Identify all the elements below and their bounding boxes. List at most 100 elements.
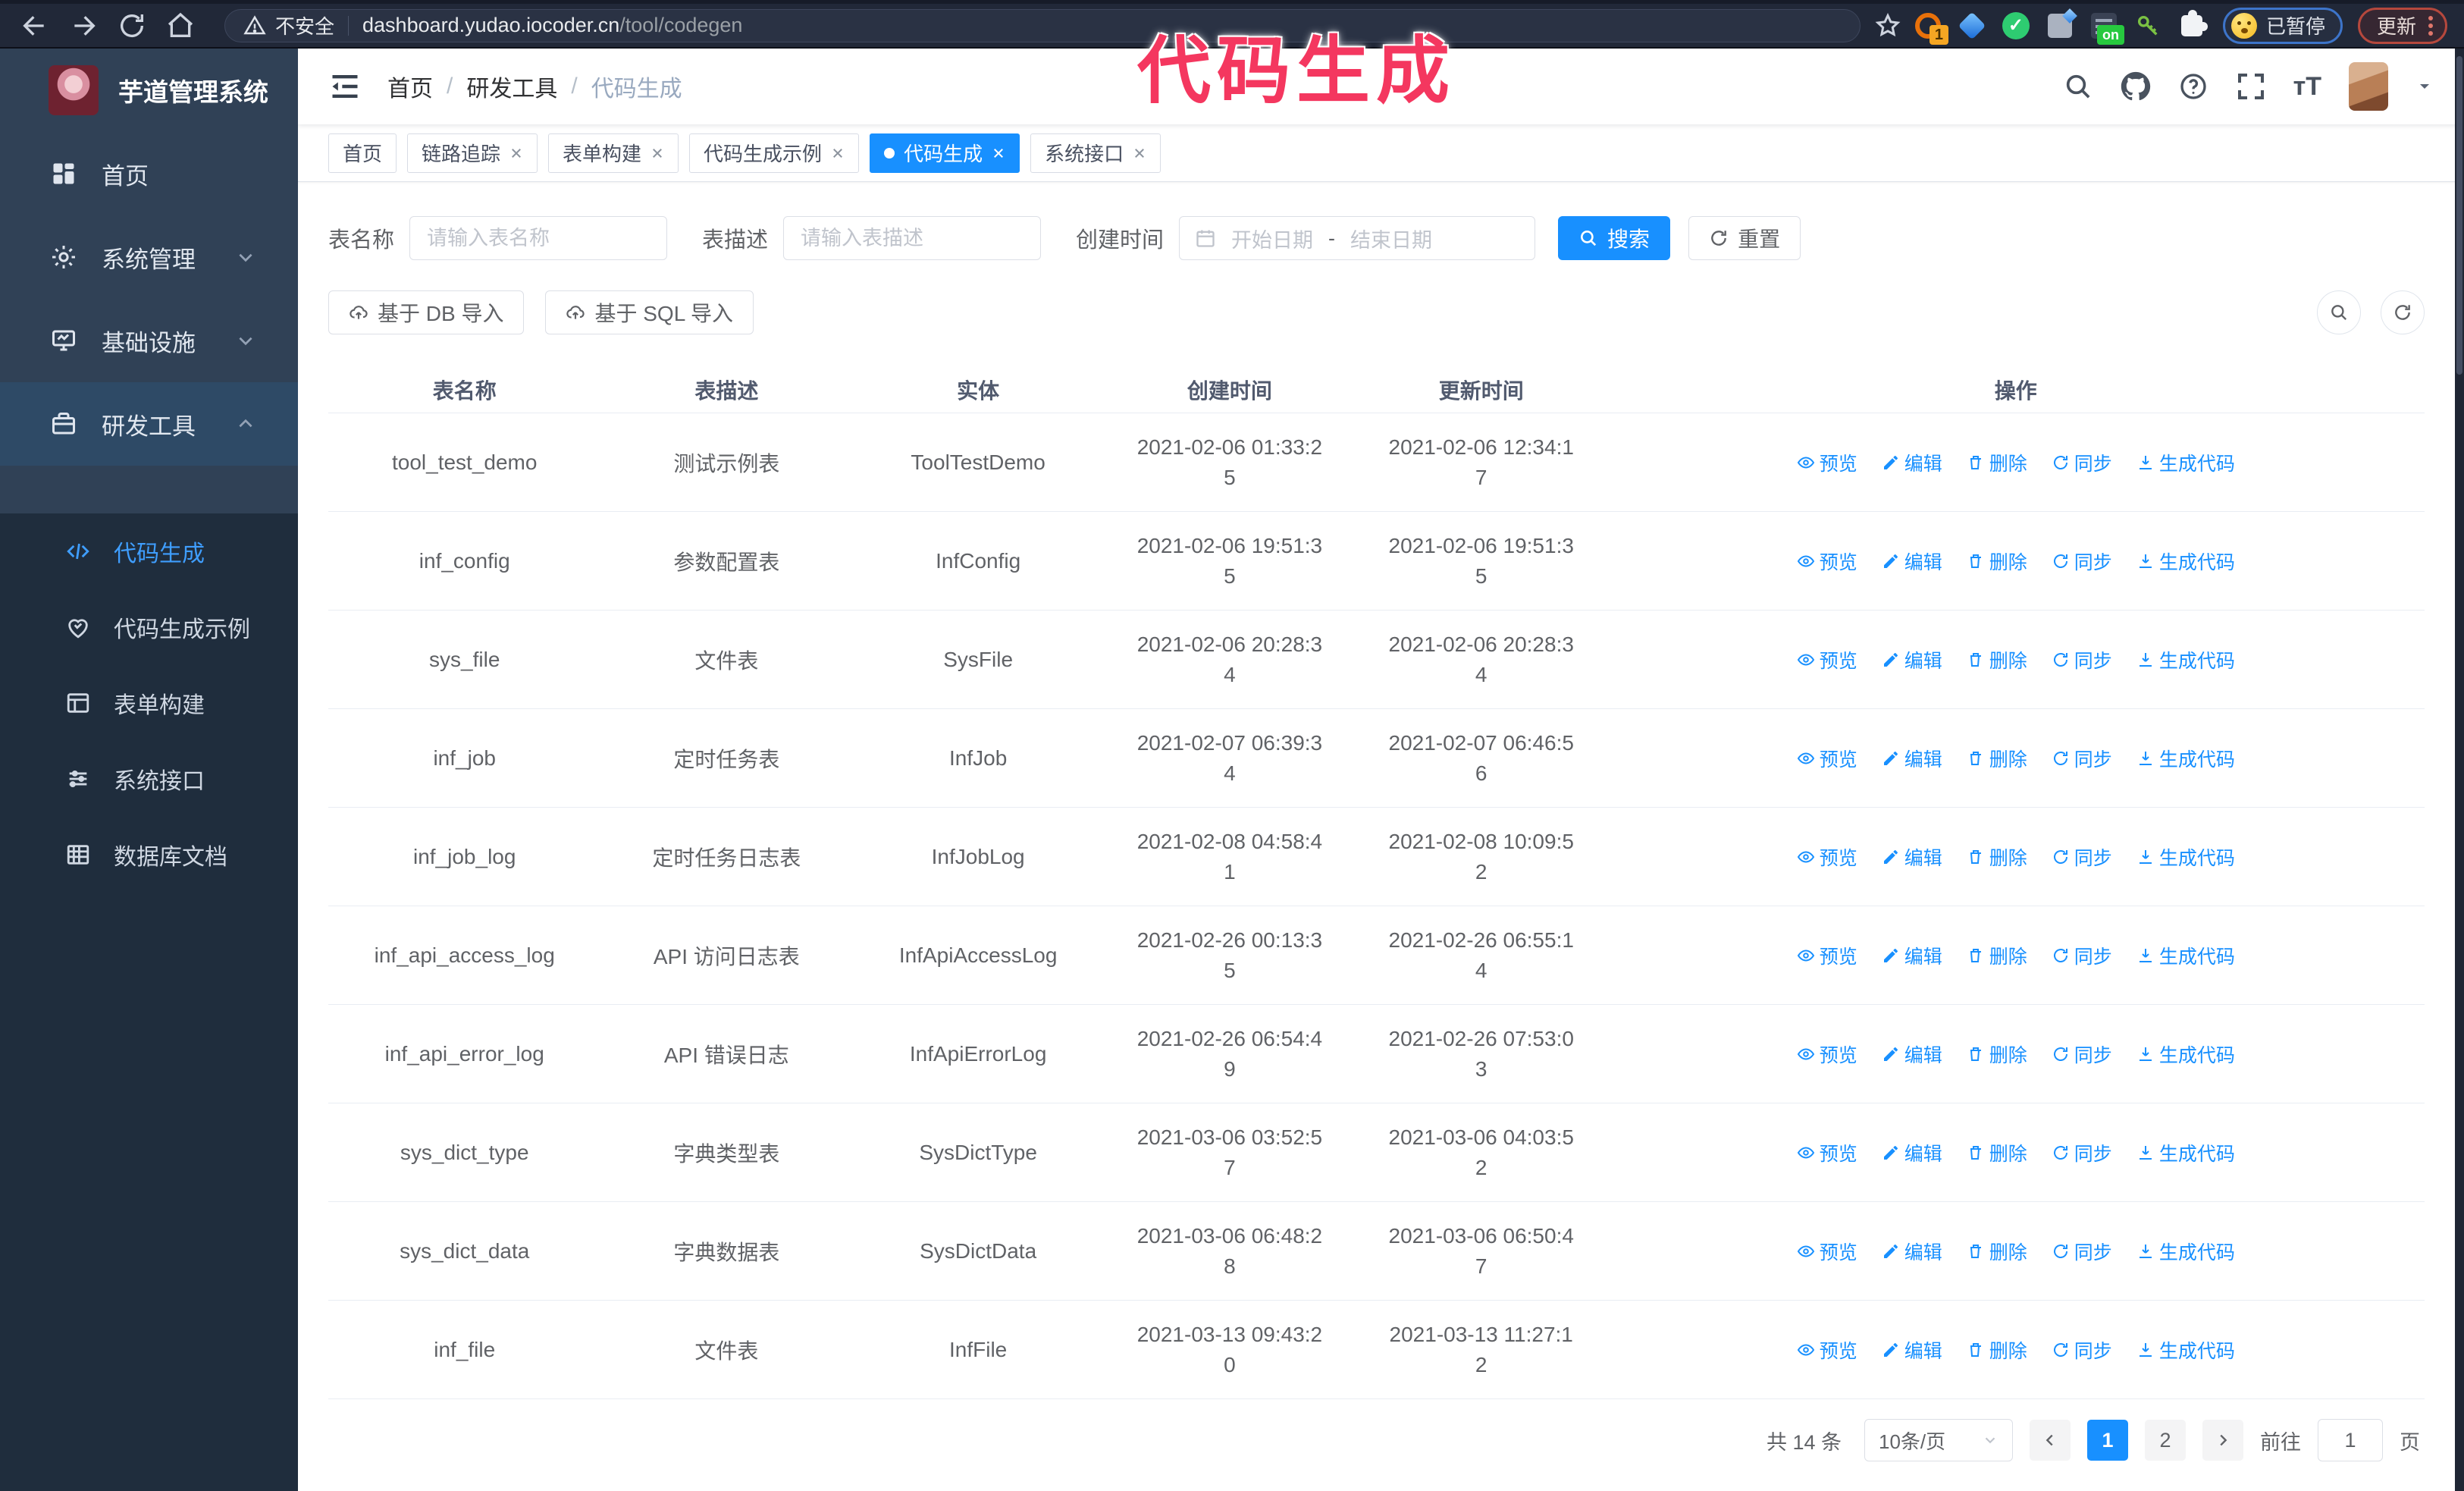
forward-icon[interactable]: [68, 11, 99, 41]
edit-link[interactable]: 编辑: [1882, 1336, 1942, 1364]
preview-link[interactable]: 预览: [1797, 745, 1857, 772]
url-path[interactable]: /tool/codegen: [619, 14, 743, 36]
delete-link[interactable]: 删除: [1967, 646, 2027, 673]
generate-code-link[interactable]: 生成代码: [2136, 1139, 2235, 1166]
reset-button[interactable]: 重置: [1688, 216, 1801, 260]
extension-check-icon[interactable]: ✓: [2002, 11, 2030, 40]
sidebar-item-infrastructure[interactable]: 基础设施: [0, 299, 298, 382]
extension-grid-icon[interactable]: [2045, 11, 2074, 40]
close-icon[interactable]: [1133, 146, 1146, 160]
extension-gem-icon[interactable]: [1958, 11, 1986, 40]
insecure-label[interactable]: 不安全: [275, 15, 335, 38]
generate-code-link[interactable]: 生成代码: [2136, 1041, 2235, 1068]
sync-link[interactable]: 同步: [2052, 942, 2112, 969]
refresh-table-button[interactable]: [2381, 290, 2425, 334]
close-icon[interactable]: [992, 146, 1005, 160]
profile-paused-button[interactable]: 已暂停: [2222, 7, 2343, 44]
sync-link[interactable]: 同步: [2052, 1139, 2112, 1166]
url-host[interactable]: dashboard.yudao.iocoder.cn: [362, 14, 620, 36]
sync-link[interactable]: 同步: [2052, 1336, 2112, 1364]
close-icon[interactable]: [831, 146, 845, 160]
preview-link[interactable]: 预览: [1797, 1041, 1857, 1068]
browser-update-button[interactable]: 更新: [2357, 7, 2447, 44]
page-button-1[interactable]: 1: [2087, 1420, 2128, 1461]
delete-link[interactable]: 删除: [1967, 449, 2027, 476]
sync-link[interactable]: 同步: [2052, 449, 2112, 476]
close-icon[interactable]: [650, 146, 664, 160]
tab-tracing[interactable]: 链路追踪: [407, 133, 538, 173]
delete-link[interactable]: 删除: [1967, 942, 2027, 969]
delete-link[interactable]: 删除: [1967, 745, 2027, 772]
sync-link[interactable]: 同步: [2052, 843, 2112, 871]
tab-codegen-example[interactable]: 代码生成示例: [689, 133, 860, 173]
edit-link[interactable]: 编辑: [1882, 548, 1942, 575]
tab-home[interactable]: 首页: [328, 133, 397, 173]
generate-code-link[interactable]: 生成代码: [2136, 1336, 2235, 1364]
preview-link[interactable]: 预览: [1797, 942, 1857, 969]
sidebar-item-system[interactable]: 系统管理: [0, 215, 298, 299]
page-button-2[interactable]: 2: [2145, 1420, 2186, 1461]
vertical-scrollbar[interactable]: [2455, 49, 2464, 1491]
sync-link[interactable]: 同步: [2052, 548, 2112, 575]
browser-menu-icon[interactable]: [2428, 23, 2433, 28]
goto-page-input[interactable]: [2318, 1419, 2383, 1461]
sync-link[interactable]: 同步: [2052, 745, 2112, 772]
delete-link[interactable]: 删除: [1967, 1336, 2027, 1364]
app-logo[interactable]: 芋道管理系统: [0, 49, 298, 132]
preview-link[interactable]: 预览: [1797, 1139, 1857, 1166]
sidebar-toggle-icon[interactable]: [328, 70, 362, 103]
table-name-input[interactable]: [409, 216, 668, 260]
close-icon[interactable]: [509, 146, 523, 160]
delete-link[interactable]: 删除: [1967, 843, 2027, 871]
delete-link[interactable]: 删除: [1967, 1041, 2027, 1068]
delete-link[interactable]: 删除: [1967, 548, 2027, 575]
sidebar-item-form-builder[interactable]: 表单构建: [0, 665, 298, 741]
edit-link[interactable]: 编辑: [1882, 745, 1942, 772]
sidebar-item-devtools[interactable]: 研发工具: [0, 382, 298, 466]
edit-link[interactable]: 编辑: [1882, 449, 1942, 476]
preview-link[interactable]: 预览: [1797, 548, 1857, 575]
tab-system-api[interactable]: 系统接口: [1030, 133, 1161, 173]
extension-key-icon[interactable]: [2133, 11, 2162, 40]
breadcrumb-devtools[interactable]: 研发工具: [466, 77, 558, 102]
sidebar-item-db-docs[interactable]: 数据库文档: [0, 817, 298, 893]
github-icon[interactable]: [2121, 71, 2151, 102]
edit-link[interactable]: 编辑: [1882, 1238, 1942, 1265]
search-icon[interactable]: [2063, 71, 2093, 102]
import-db-button[interactable]: 基于 DB 导入: [328, 290, 525, 334]
sidebar-item-system-api[interactable]: 系统接口: [0, 741, 298, 817]
tab-form-builder[interactable]: 表单构建: [548, 133, 679, 173]
caret-down-icon[interactable]: [2415, 77, 2434, 96]
preview-link[interactable]: 预览: [1797, 1238, 1857, 1265]
delete-link[interactable]: 删除: [1967, 1139, 2027, 1166]
preview-link[interactable]: 预览: [1797, 449, 1857, 476]
sync-link[interactable]: 同步: [2052, 646, 2112, 673]
generate-code-link[interactable]: 生成代码: [2136, 942, 2235, 969]
preview-link[interactable]: 预览: [1797, 646, 1857, 673]
next-page-button[interactable]: [2202, 1420, 2243, 1461]
address-bar[interactable]: 不安全 dashboard.yudao.iocoder.cn /tool/cod…: [224, 8, 1861, 42]
back-icon[interactable]: [20, 11, 50, 41]
tab-codegen[interactable]: 代码生成: [870, 133, 1020, 173]
edit-link[interactable]: 编辑: [1882, 942, 1942, 969]
delete-link[interactable]: 删除: [1967, 1238, 2027, 1265]
edit-link[interactable]: 编辑: [1882, 843, 1942, 871]
sync-link[interactable]: 同步: [2052, 1041, 2112, 1068]
edit-link[interactable]: 编辑: [1882, 646, 1942, 673]
fullscreen-icon[interactable]: [2236, 71, 2266, 102]
prev-page-button[interactable]: [2030, 1420, 2071, 1461]
import-sql-button[interactable]: 基于 SQL 导入: [545, 290, 754, 334]
sidebar-item-codegen[interactable]: 代码生成: [0, 513, 298, 589]
generate-code-link[interactable]: 生成代码: [2136, 548, 2235, 575]
preview-link[interactable]: 预览: [1797, 843, 1857, 871]
generate-code-link[interactable]: 生成代码: [2136, 745, 2235, 772]
edit-link[interactable]: 编辑: [1882, 1041, 1942, 1068]
help-icon[interactable]: [2178, 71, 2209, 102]
sidebar-item-home[interactable]: 首页: [0, 132, 298, 215]
table-desc-input[interactable]: [783, 216, 1042, 260]
extension-colab-icon[interactable]: 1: [1914, 11, 1948, 45]
bookmark-star-icon[interactable]: [1874, 12, 1901, 39]
reload-icon[interactable]: [117, 11, 147, 41]
generate-code-link[interactable]: 生成代码: [2136, 843, 2235, 871]
edit-link[interactable]: 编辑: [1882, 1139, 1942, 1166]
